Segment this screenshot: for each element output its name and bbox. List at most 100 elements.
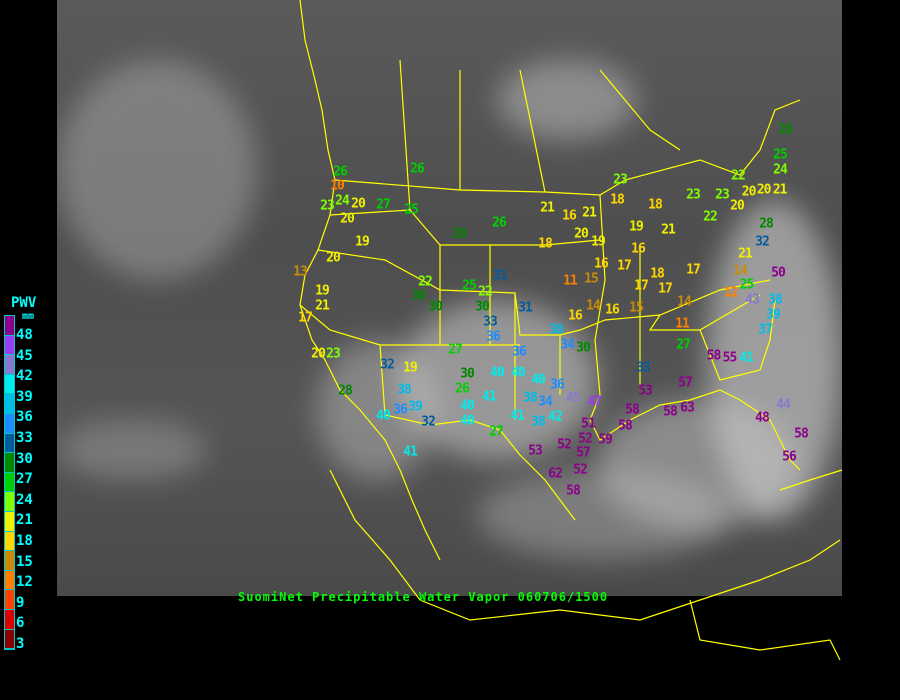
legend-tick-label: 12 — [16, 574, 33, 591]
pwv-station-value: 11 — [563, 273, 578, 289]
pwv-station-value: 22 — [703, 209, 718, 225]
pwv-station-value: 20 — [741, 184, 757, 200]
pwv-station-value: 50 — [771, 265, 786, 281]
legend-tick-label: 48 — [16, 327, 33, 343]
pwv-station-value: 21 — [738, 246, 753, 262]
pwv-station-value: 36 — [550, 377, 565, 393]
legend-swatch — [5, 394, 14, 414]
legend-swatch — [5, 551, 14, 571]
pwv-station-value: 25 — [462, 278, 477, 294]
legend-tick-label: 27 — [16, 471, 33, 488]
pwv-station-value: 10 — [330, 178, 345, 194]
pwv-station-value: 15 — [629, 300, 644, 316]
pwv-station-value: 25 — [773, 147, 788, 162]
pwv-station-value: 38 — [531, 414, 546, 430]
pwv-station-value: 27 — [448, 342, 463, 358]
pwv-station-value: 47 — [587, 394, 602, 410]
legend-swatch — [5, 374, 14, 395]
legend-tick-label: 9 — [16, 594, 25, 611]
pwv-station-value: 13 — [293, 264, 308, 280]
pwv-station-value: 27 — [676, 337, 691, 353]
pwv-station-value: 23 — [686, 187, 701, 203]
pwv-station-value: 26 — [333, 164, 348, 180]
legend-tick-label: 15 — [16, 553, 33, 570]
map-caption: SuomiNet Precipitable Water Vapor 060706… — [238, 590, 609, 604]
pwv-station-value: 26 — [410, 161, 425, 177]
pwv-station-value: 53 — [528, 443, 543, 459]
pwv-station-value: 18 — [538, 236, 553, 252]
pwv-station-value: 36 — [393, 402, 408, 418]
pwv-station-value: 31 — [518, 300, 533, 316]
pwv-station-value: 28 — [778, 122, 793, 138]
pwv-station-value: 16 — [568, 308, 583, 324]
pwv-station-value: 20 — [574, 226, 589, 242]
pwv-station-value: 14 — [586, 298, 601, 314]
legend-swatch — [5, 570, 14, 591]
pwv-station-value: 23 — [715, 187, 730, 203]
legend-tick-label: 18 — [16, 533, 33, 549]
pwv-station-value: 58 — [794, 426, 809, 442]
legend-swatch — [5, 355, 14, 375]
pwv-station-value: 45 — [566, 390, 581, 406]
pwv-station-value: 26 — [455, 381, 470, 396]
pwv-station-value: 51 — [581, 416, 596, 431]
pwv-station-value: 18 — [650, 266, 665, 282]
legend-swatch — [5, 609, 14, 630]
pwv-station-value: 63 — [680, 400, 695, 416]
pwv-station-value: 40 — [511, 365, 526, 381]
pwv-station-value: 20 — [311, 346, 326, 362]
pwv-station-value: 33 — [483, 314, 498, 330]
pwv-station-value: 41 — [739, 350, 754, 366]
legend-swatch — [5, 511, 14, 532]
pwv-station-value: 21 — [582, 205, 597, 221]
pwv-station-value: 21 — [661, 222, 676, 238]
legend-swatch — [5, 629, 14, 650]
pwv-station-value: 21 — [315, 298, 330, 313]
pwv-station-value: 25 — [739, 277, 755, 293]
pwv-station-value: 40 — [490, 365, 505, 381]
pwv-station-value: 24 — [773, 162, 788, 177]
pwv-station-value: 41 — [403, 444, 418, 460]
pwv-station-value: 14 — [677, 294, 692, 310]
pwv-station-value: 40 — [376, 408, 391, 424]
pwv-station-value: 34 — [538, 394, 553, 410]
pwv-station-value: 30 — [475, 299, 490, 315]
pwv-station-value: 22 — [418, 274, 433, 290]
pwv-station-value: 21 — [540, 200, 555, 216]
pwv-station-value: 30 — [428, 299, 443, 315]
legend-tick-label: 3 — [16, 636, 25, 652]
pwv-station-value: 17 — [658, 281, 673, 297]
pwv-station-value: 56 — [782, 449, 797, 465]
legend-swatch — [5, 531, 14, 552]
pwv-station-value: 28 — [759, 216, 774, 232]
pwv-station-value: 36 — [512, 344, 527, 360]
pwv-station-value: 38 — [523, 390, 538, 406]
legend-swatch — [5, 433, 14, 454]
pwv-station-value: 19 — [403, 360, 418, 376]
pwv-station-value: 40 — [460, 398, 475, 413]
legend-swatch — [5, 590, 14, 610]
pwv-station-value: 33 — [636, 360, 651, 376]
pwv-station-value: 20 — [756, 182, 772, 198]
pwv-station-value: 62 — [548, 466, 563, 482]
pwv-station-value: 44 — [776, 397, 791, 413]
legend-tick-label: 30 — [16, 450, 33, 467]
pwv-station-value: 14 — [733, 263, 748, 279]
pwv-station-value: 23 — [613, 172, 628, 188]
pwv-station-value: 21 — [772, 182, 788, 198]
pwv-station-value: 31 — [493, 268, 508, 284]
pwv-station-value: 55 — [722, 350, 738, 366]
pwv-station-value: 58 — [618, 418, 633, 434]
pwv-station-value: 28 — [338, 383, 353, 399]
pwv-station-value: 34 — [560, 337, 575, 353]
pwv-station-value: 43 — [745, 292, 760, 308]
pwv-station-value: 58 — [625, 402, 640, 418]
pwv-station-value: 19 — [591, 234, 606, 250]
pwv-station-value: 57 — [678, 375, 693, 391]
pwv-station-value: 12 — [723, 285, 739, 301]
pwv-station-value: 52 — [557, 437, 572, 453]
pwv-station-value: 16 — [605, 302, 620, 318]
pwv-station-value: 16 — [562, 208, 577, 224]
pwv-station-value: 20 — [326, 250, 341, 266]
legend-swatch — [5, 316, 14, 336]
